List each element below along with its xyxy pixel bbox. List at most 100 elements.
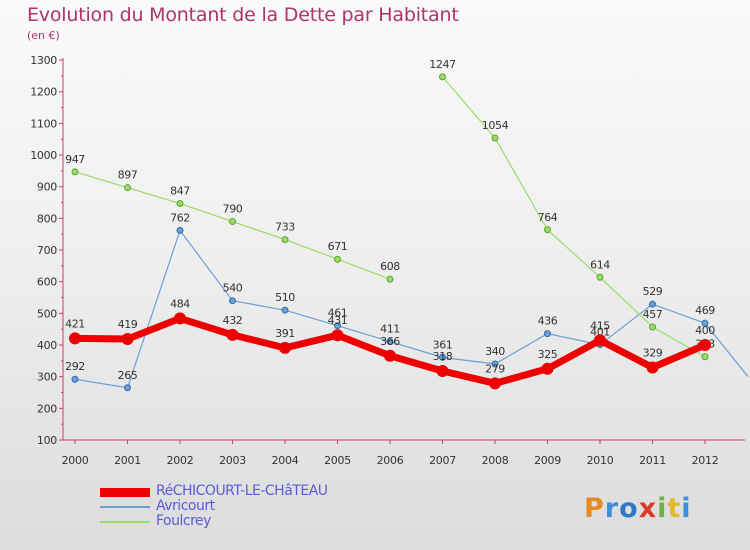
foulcrey-point: [386, 275, 394, 283]
x-tick-label: 2000: [62, 454, 89, 467]
chart-subtitle: (en €): [27, 29, 60, 42]
avricourt-data-label: 361: [433, 338, 453, 351]
avricourt-data-label: 469: [695, 304, 715, 317]
rechicourt-point: [69, 332, 81, 345]
rechicourt-point: [436, 364, 449, 377]
avricourt-point: [439, 353, 446, 361]
x-tick-label: 2001: [114, 454, 141, 467]
foulcrey-data-label: 608: [380, 260, 400, 273]
avricourt-data-label: 510: [275, 291, 295, 304]
avricourt-data-label: 265: [118, 369, 138, 382]
legend-label: Avricourt: [156, 498, 215, 514]
legend: RéCHICOURT-LE-CHâTEAU Avricourt Foulcrey: [100, 483, 370, 530]
avricourt-point: [649, 300, 656, 308]
y-tick-label: 900: [37, 181, 57, 194]
avricourt-data-label: 401: [590, 326, 610, 339]
x-tick-label: 2012: [692, 454, 719, 467]
foulcrey-series-line: [441, 76, 706, 358]
foulcrey-data-label: 614: [590, 258, 610, 271]
foulcrey-point: [334, 255, 341, 263]
rechicourt-data-label: 419: [118, 318, 138, 331]
y-tick-label: 100: [37, 434, 57, 447]
foulcrey-point: [544, 226, 551, 234]
avricourt-point: [229, 297, 236, 305]
rechicourt-data-label: 318: [433, 350, 453, 363]
avricourt-data-label: 292: [65, 360, 85, 373]
rechicourt-point: [279, 341, 291, 354]
y-tick-label: 700: [37, 244, 57, 257]
y-tick-label: 1300: [30, 54, 57, 67]
y-tick-label: 400: [37, 339, 57, 352]
avricourt-point: [544, 330, 551, 338]
foulcrey-point: [281, 236, 289, 244]
foulcrey-data-label: 790: [223, 203, 243, 216]
x-tick-label: 2009: [534, 454, 561, 467]
rechicourt-data-label: 415: [590, 319, 610, 332]
avricourt-data-label: 540: [223, 282, 243, 295]
avricourt-point: [491, 360, 499, 368]
avricourt-point: [386, 338, 394, 346]
legend-swatch: [100, 506, 150, 508]
chart-title: Evolution du Montant de la Dette par Hab…: [27, 4, 459, 26]
foulcrey-point: [701, 353, 709, 361]
x-tick-label: 2005: [324, 454, 351, 467]
avricourt-data-label: 340: [485, 345, 505, 358]
foulcrey-data-label: 897: [118, 169, 138, 182]
rechicourt-data-label: 484: [170, 297, 190, 310]
x-tick-label: 2004: [272, 454, 299, 467]
avricourt-data-label: 461: [328, 307, 348, 320]
avricourt-point: [124, 384, 131, 392]
avricourt-point: [176, 226, 184, 234]
foulcrey-data-label: 1054: [482, 119, 509, 132]
x-tick-label: 2008: [482, 454, 509, 467]
y-tick-label: 500: [37, 307, 57, 320]
legend-item: RéCHICOURT-LE-CHâTEAU: [100, 483, 370, 500]
foulcrey-data-label: 947: [65, 153, 85, 166]
rechicourt-data-label: 431: [328, 314, 348, 327]
avricourt-series-tail: [704, 322, 749, 378]
x-tick-label: 2006: [377, 454, 404, 467]
rechicourt-data-label: 391: [275, 327, 295, 340]
foulcrey-point: [491, 134, 499, 142]
avricourt-point: [701, 319, 709, 327]
rechicourt-data-label: 279: [485, 362, 505, 375]
rechicourt-data-label: 432: [223, 314, 243, 327]
y-tick-label: 300: [37, 371, 57, 384]
avricourt-point: [334, 322, 341, 330]
y-tick-label: 200: [37, 402, 57, 415]
x-tick-label: 2003: [219, 454, 246, 467]
y-tick-label: 1100: [30, 117, 57, 130]
x-tick-label: 2007: [429, 454, 456, 467]
x-tick-label: 2010: [587, 454, 614, 467]
legend-swatch: [100, 488, 150, 497]
rechicourt-point: [226, 328, 239, 341]
rechicourt-data-label: 400: [695, 324, 715, 337]
rechicourt-data-label: 366: [380, 335, 400, 348]
legend-label: Foulcrey: [156, 513, 211, 529]
y-tick-label: 1000: [30, 149, 57, 162]
rechicourt-point: [489, 377, 501, 390]
avricourt-point: [71, 375, 79, 383]
rechicourt-point: [541, 362, 554, 375]
avricourt-data-label: 762: [170, 211, 190, 224]
avricourt-point: [281, 306, 289, 314]
legend-label: RéCHICOURT-LE-CHâTEAU: [156, 483, 328, 499]
avricourt-data-label: 411: [380, 323, 400, 336]
foulcrey-data-label: 733: [275, 221, 295, 234]
foulcrey-data-label: 764: [538, 211, 558, 224]
x-tick-label: 2002: [167, 454, 194, 467]
rechicourt-data-label: 329: [643, 346, 663, 359]
legend-item: Avricourt: [100, 498, 370, 515]
rechicourt-point: [646, 361, 659, 374]
legend-swatch: [100, 521, 150, 523]
y-tick-label: 600: [37, 276, 57, 289]
foulcrey-data-label: 1247: [429, 58, 456, 71]
avricourt-data-label: 436: [538, 315, 558, 328]
rechicourt-data-label: 325: [538, 348, 558, 361]
foulcrey-point: [176, 199, 184, 207]
svg-text:Proxiti: Proxiti: [584, 493, 692, 524]
rechicourt-point: [594, 334, 606, 347]
proxiti-logo: Proxiti: [584, 493, 692, 524]
